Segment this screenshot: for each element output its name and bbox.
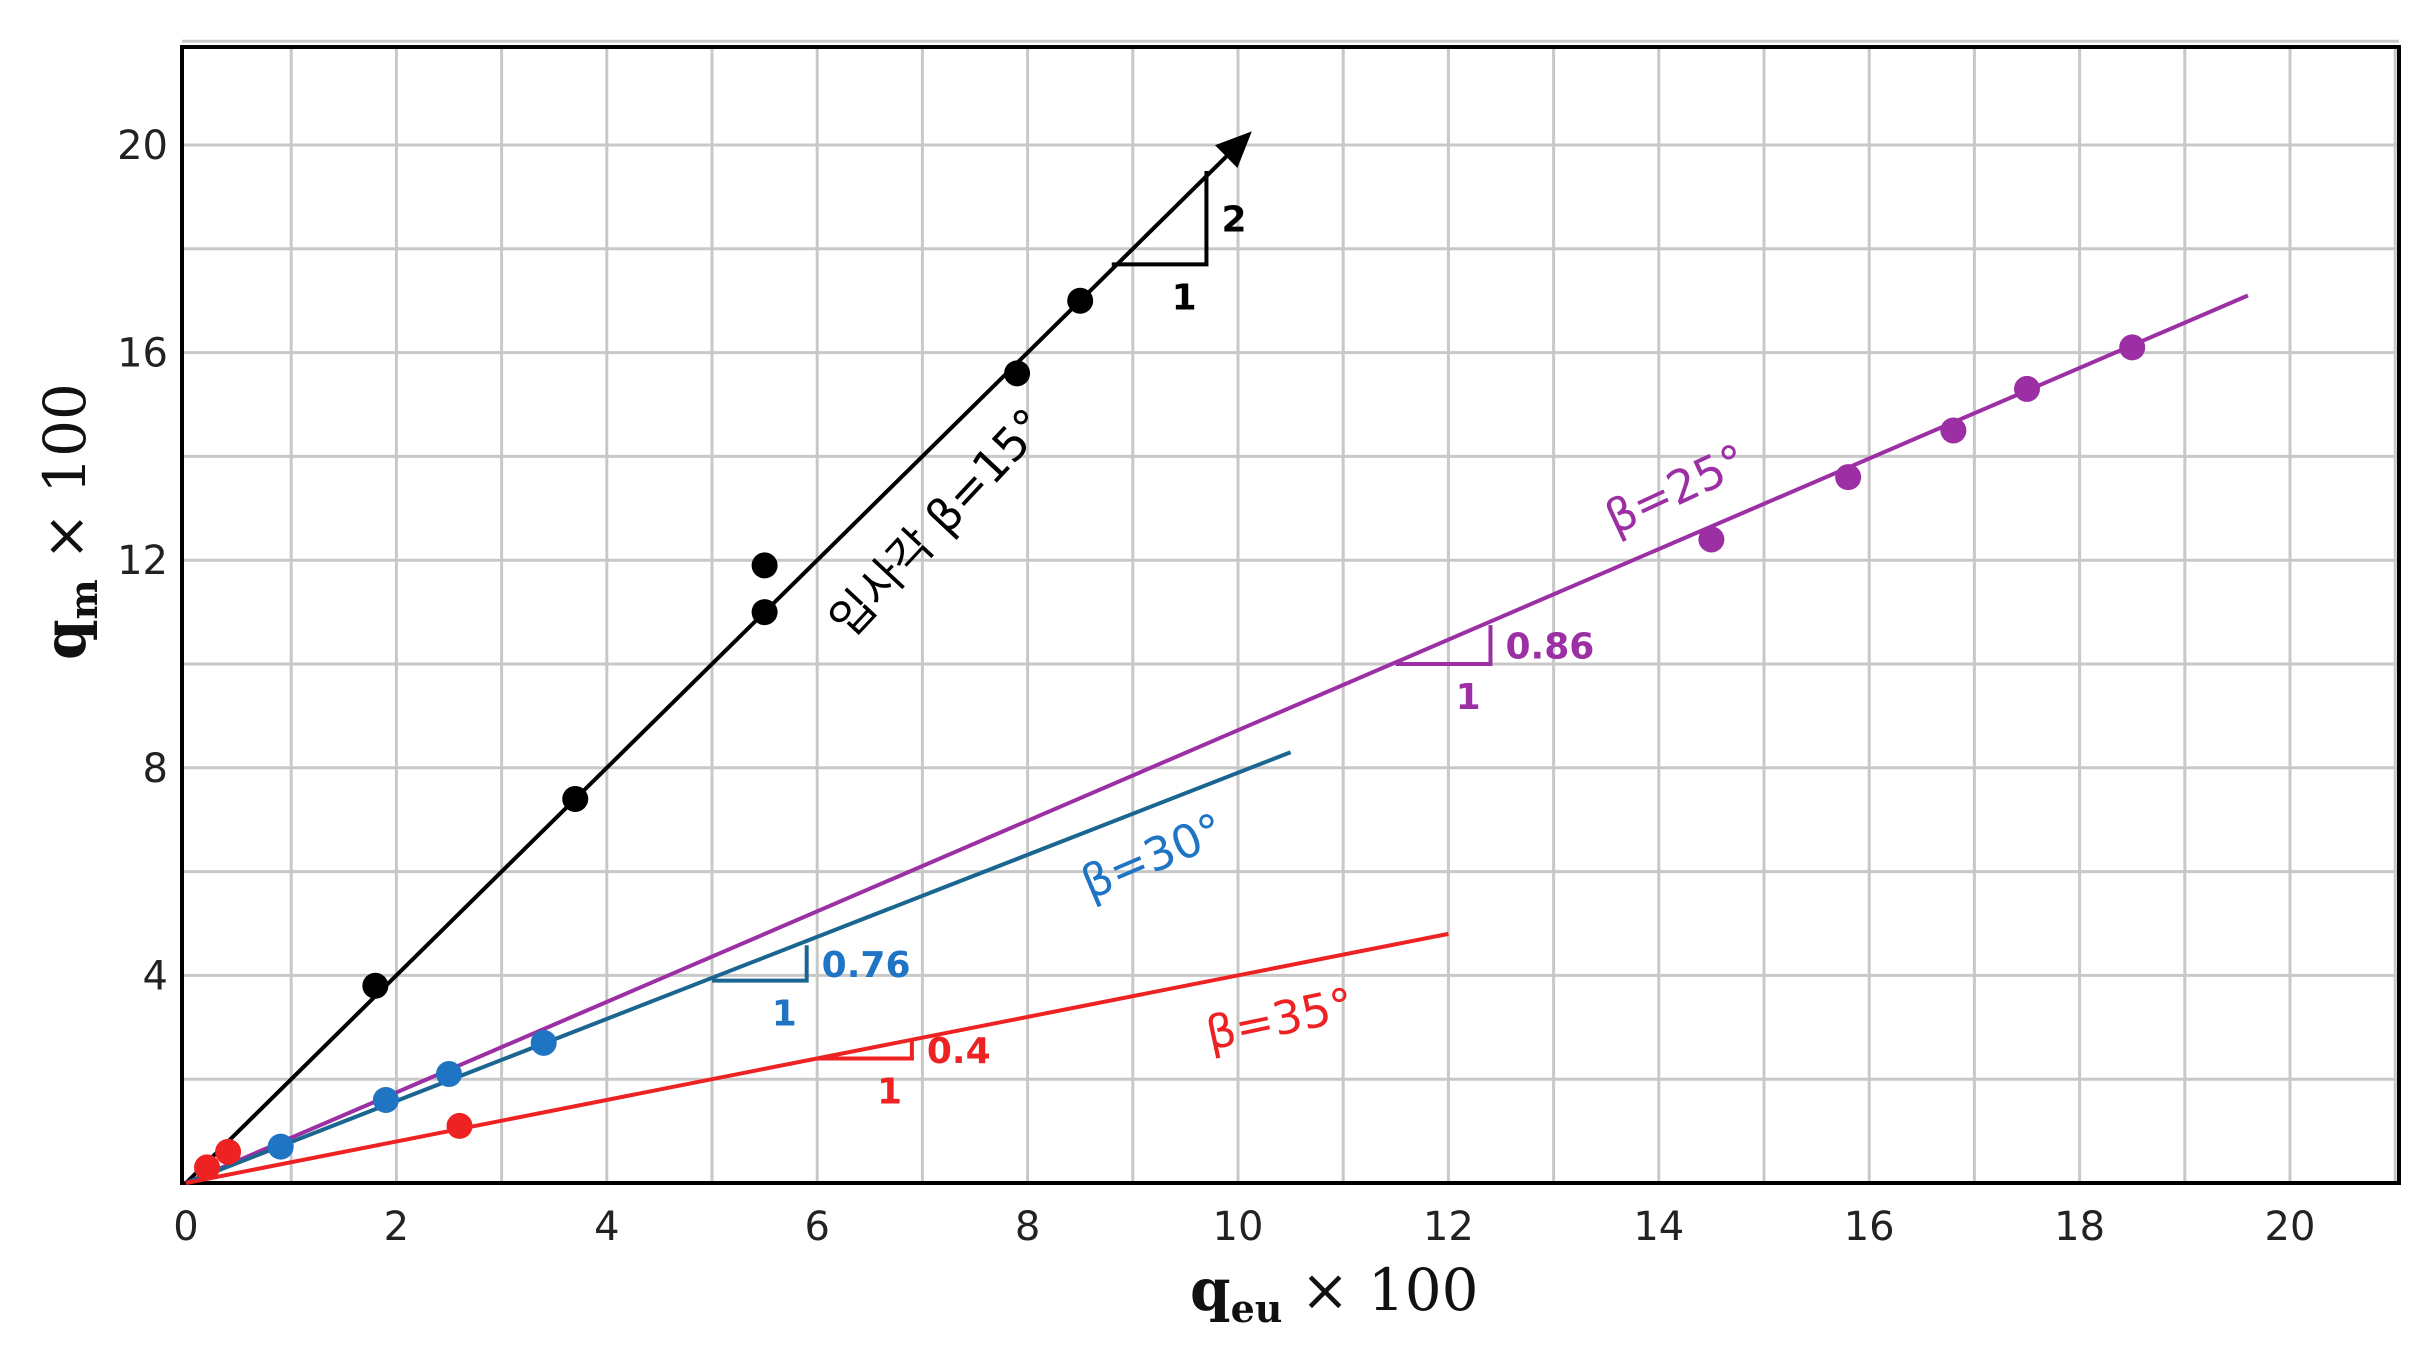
x-tick-label: 0 <box>173 1204 198 1250</box>
data-point <box>1940 417 1967 444</box>
data-point <box>372 1086 399 1113</box>
slope-rise-label: 0.76 <box>822 945 911 986</box>
slope-run-label: 1 <box>1456 677 1481 718</box>
y-axis-label-sub: m <box>61 579 106 619</box>
data-point <box>446 1112 473 1139</box>
x-tick-label: 8 <box>1015 1204 1040 1250</box>
slope-run-label: 1 <box>877 1071 902 1112</box>
y-tick-label: 20 <box>117 123 168 169</box>
data-point <box>1835 464 1862 491</box>
x-tick-label: 14 <box>1633 1204 1684 1250</box>
data-point <box>215 1138 242 1165</box>
series-line <box>185 293 2249 1185</box>
x-axis-label-main: q <box>1190 1256 1231 1324</box>
data-point <box>267 1133 294 1160</box>
slope-run-label: 1 <box>1172 277 1197 318</box>
series-line <box>185 750 1292 1185</box>
label-beta30: β=30° <box>1073 802 1232 910</box>
slope-rise-label: 2 <box>1221 200 1246 241</box>
y-tick-label: 8 <box>143 746 168 792</box>
data-point <box>194 1154 221 1181</box>
slope-triangle <box>712 945 809 983</box>
data-point <box>436 1061 462 1088</box>
x-tick-label: 10 <box>1213 1204 1264 1250</box>
label-beta35: β=35° <box>1201 977 1358 1061</box>
y-tick-label: 4 <box>143 953 168 999</box>
series-0: 12 <box>184 131 1252 1185</box>
slope-rise-label: 0.4 <box>927 1031 991 1072</box>
slope-triangle <box>817 1039 914 1061</box>
x-tick-label: 4 <box>594 1204 619 1250</box>
x-tick-label: 2 <box>384 1204 409 1250</box>
x-axis-label: qeu × 100 <box>1190 1256 1479 1331</box>
x-axis-label-suffix: × 100 <box>1282 1256 1478 1324</box>
data-point <box>1004 360 1031 387</box>
slope-triangle <box>1395 625 1493 666</box>
data-point <box>562 785 589 812</box>
series-1: 10.86 <box>185 293 2249 1185</box>
plot-frame <box>180 45 2401 1185</box>
x-tick-label: 18 <box>2054 1204 2105 1250</box>
slope-run-label: 1 <box>772 994 797 1035</box>
data-point <box>2014 375 2040 402</box>
data-point <box>362 972 389 999</box>
slope-triangle <box>1111 170 1209 267</box>
label-beta25: β=25° <box>1597 433 1755 545</box>
data-point <box>2119 334 2146 361</box>
data-point <box>751 552 778 579</box>
data-point <box>1698 526 1725 553</box>
y-axis-label: qm × 100 <box>31 383 106 660</box>
slope-rise-label: 0.86 <box>1505 627 1594 668</box>
data-point <box>530 1029 557 1056</box>
data-point <box>751 599 778 626</box>
series-line <box>184 131 1252 1185</box>
y-tick-label: 12 <box>117 538 168 584</box>
series-3: 10.4 <box>185 931 1449 1185</box>
x-tick-label: 20 <box>2265 1204 2316 1250</box>
x-tick-label: 16 <box>1844 1204 1895 1250</box>
grid <box>182 39 2399 1183</box>
x-axis-label-sub: eu <box>1231 1286 1283 1331</box>
y-axis-label-main: q <box>31 619 99 660</box>
x-tick-label: 6 <box>804 1204 829 1250</box>
series-2: 10.76 <box>185 750 1292 1185</box>
x-tick-label: 12 <box>1423 1204 1474 1250</box>
y-tick-label: 16 <box>117 331 168 377</box>
data-point <box>1067 287 1094 314</box>
y-axis-label-suffix: × 100 <box>31 383 99 579</box>
